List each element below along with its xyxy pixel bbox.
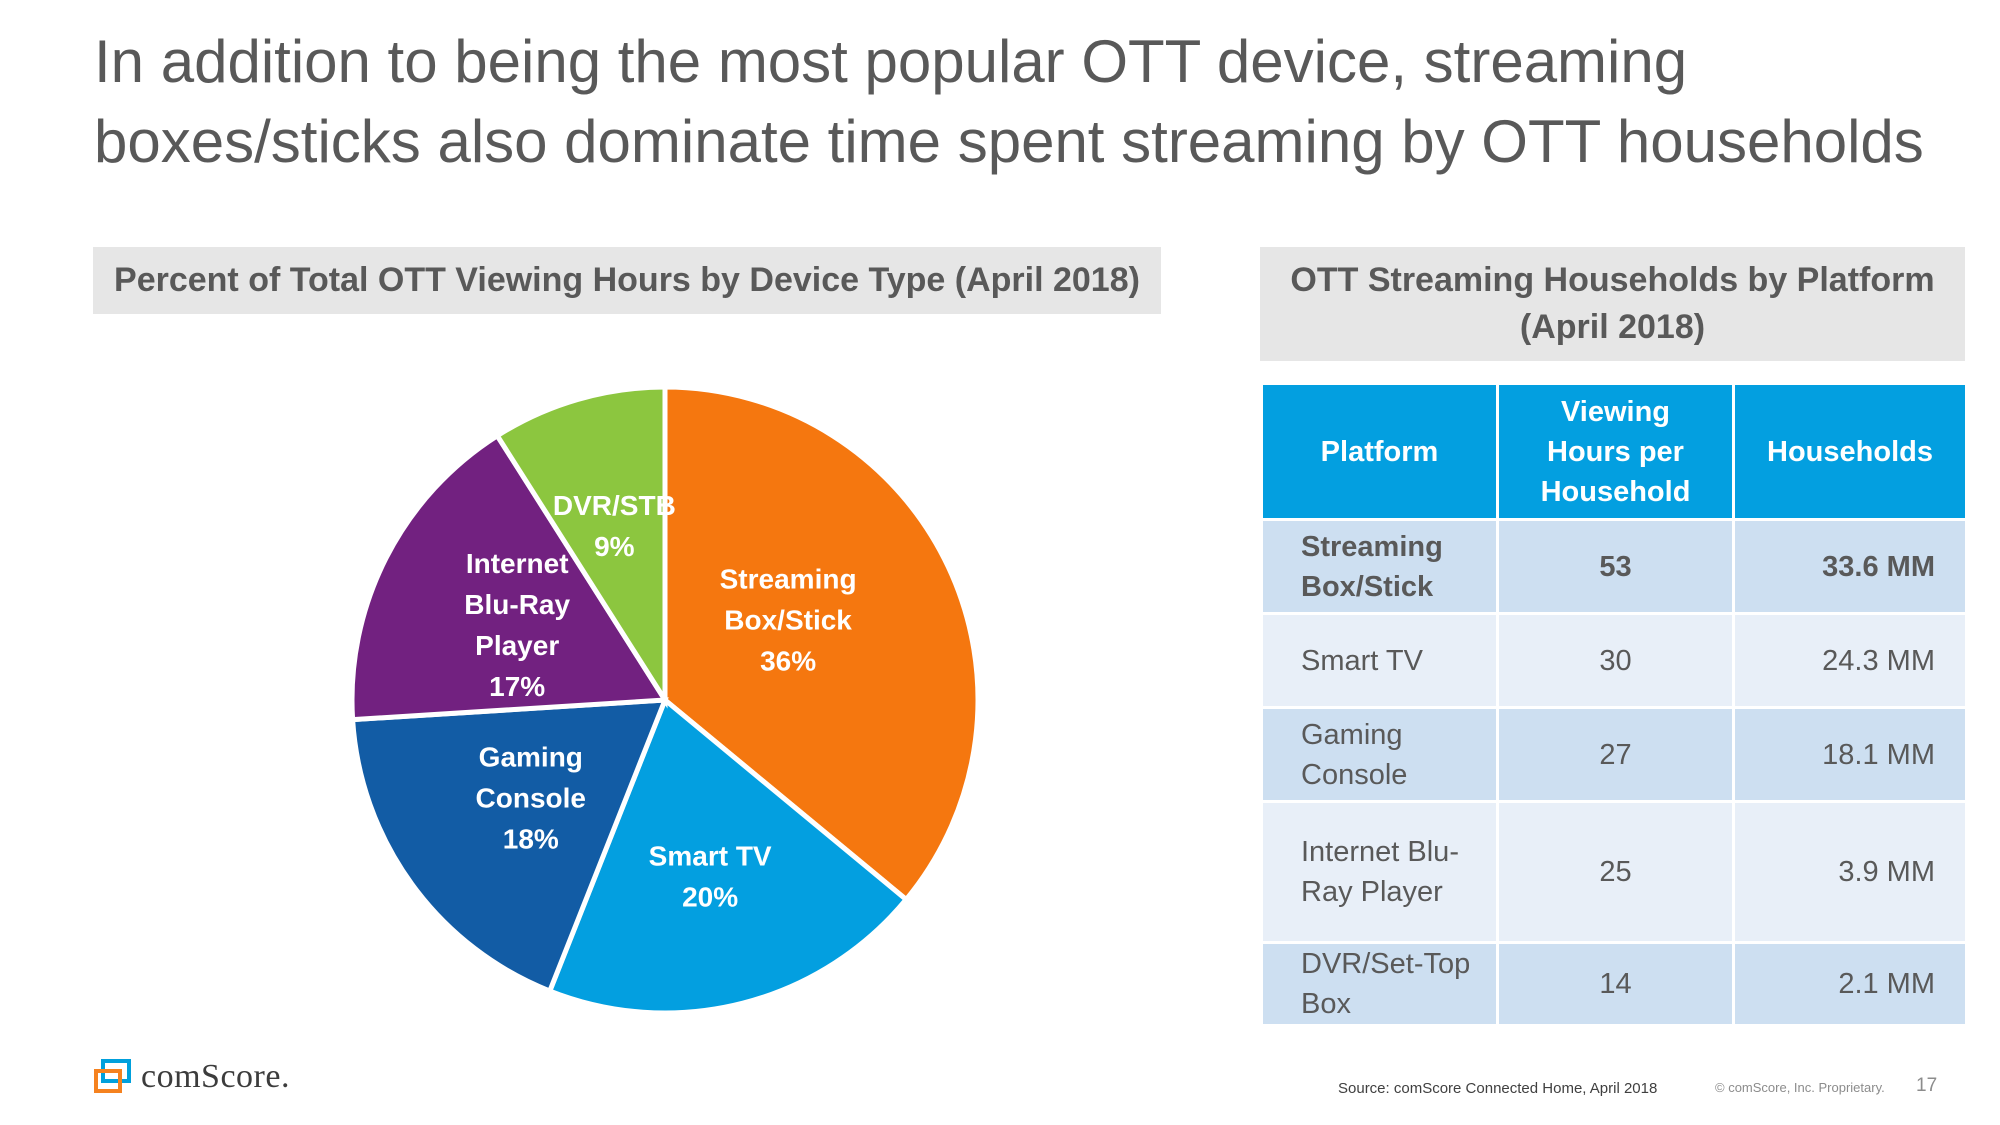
platform-cell: DVR/Set-Top Box bbox=[1260, 941, 1499, 1027]
households-cell: 3.9 MM bbox=[1732, 800, 1968, 944]
pie-slice-smart-tv bbox=[546, 695, 910, 1016]
slide-title-line-2: boxes/sticks also dominate time spent st… bbox=[94, 108, 1924, 175]
column-header-hours: Viewing Hours per Household bbox=[1496, 382, 1735, 521]
platform-line-1: Smart TV bbox=[1301, 644, 1423, 677]
platform-line-2: Console bbox=[1301, 758, 1408, 791]
hours-cell: 14 bbox=[1496, 941, 1735, 1027]
comscore-logo-icon bbox=[94, 1059, 131, 1093]
pie-slice-internet-blu-ray-player bbox=[349, 432, 670, 723]
column-header-hours-line-2: Hours per bbox=[1547, 435, 1684, 468]
platform-cell: Smart TV bbox=[1260, 612, 1499, 709]
pie-label-line: Internet bbox=[466, 548, 569, 579]
pie-label-smart-tv: Smart TV 20% bbox=[649, 840, 772, 912]
table-row: Gaming Console 27 18.1 MM bbox=[1260, 706, 1968, 803]
pie-label-line: Gaming bbox=[479, 742, 583, 773]
pie-slice-gaming-console bbox=[349, 697, 669, 995]
table-header: OTT Streaming Households by Platform (Ap… bbox=[1260, 247, 1965, 361]
hours-cell: 25 bbox=[1496, 800, 1735, 944]
column-header-platform: Platform bbox=[1260, 382, 1499, 521]
slide-title-line-1: In addition to being the most popular OT… bbox=[94, 28, 1688, 95]
households-cell: 33.6 MM bbox=[1732, 518, 1968, 615]
pie-chart-title: Percent of Total OTT Viewing Hours by De… bbox=[114, 261, 1140, 299]
households-cell: 18.1 MM bbox=[1732, 706, 1968, 803]
pie-label-line: Blu-Ray bbox=[464, 589, 570, 620]
platform-line-1: Streaming bbox=[1301, 530, 1443, 563]
pie-label-internet-blu-ray-player: Internet Blu-Ray Player 17% bbox=[464, 548, 570, 702]
column-header-hours-line-3: Household bbox=[1540, 475, 1691, 508]
page-number: 17 bbox=[1916, 1075, 1938, 1096]
column-header-households: Households bbox=[1732, 382, 1968, 521]
column-header-hours-line-1: Viewing bbox=[1560, 395, 1671, 428]
pie-label-gaming-console: Gaming Console 18% bbox=[476, 742, 586, 855]
slide-title: In addition to being the most popular OT… bbox=[94, 22, 1974, 182]
pie-label-line: 17% bbox=[489, 671, 545, 702]
platform-line-2: Box/Stick bbox=[1301, 570, 1434, 603]
comscore-logo-text: comScore. bbox=[141, 1058, 290, 1095]
platform-cell: Internet Blu- Ray Player bbox=[1260, 800, 1499, 944]
pie-label-line: Console bbox=[476, 783, 586, 814]
pie-slices bbox=[349, 384, 981, 1016]
platform-line-2: Ray Player bbox=[1301, 876, 1443, 908]
platform-line-1: DVR/Set-Top bbox=[1301, 948, 1471, 980]
pie-label-line: 9% bbox=[594, 531, 635, 562]
table-title-line-1: OTT Streaming Households by Platform bbox=[1290, 261, 1935, 299]
pie-label-line: Box/Stick bbox=[724, 604, 852, 635]
pie-label-streaming-box-stick: Streaming Box/Stick 36% bbox=[720, 563, 857, 676]
pie-chart-header: Percent of Total OTT Viewing Hours by De… bbox=[93, 247, 1161, 314]
pie-label-dvr-stb: DVR/STB 9% bbox=[553, 490, 676, 562]
pie-slice-streaming-box-stick bbox=[662, 384, 981, 904]
households-cell: 2.1 MM bbox=[1732, 941, 1968, 1027]
platform-line-1: Gaming bbox=[1301, 718, 1403, 751]
pie-label-line: Player bbox=[475, 630, 559, 661]
pie-labels: Streaming Box/Stick 36% Smart TV 20% Gaming Co… bbox=[464, 490, 856, 912]
pie-label-line: Streaming bbox=[720, 563, 857, 594]
pie-label-line: 20% bbox=[682, 881, 738, 912]
pie-label-line: Smart TV bbox=[649, 840, 772, 871]
copyright-note: © comScore, Inc. Proprietary. bbox=[1715, 1080, 1885, 1095]
pie-label-line: 36% bbox=[760, 645, 816, 676]
table-row: DVR/Set-Top Box 14 2.1 MM bbox=[1260, 941, 1968, 1027]
table-row: Streaming Box/Stick 53 33.6 MM bbox=[1260, 518, 1968, 615]
households-table: Platform Viewing Hours per Household Hou… bbox=[1260, 382, 1968, 1027]
table-header-row: Platform Viewing Hours per Household Hou… bbox=[1260, 382, 1968, 521]
pie-label-line: 18% bbox=[503, 824, 559, 855]
table-row: Internet Blu- Ray Player 25 3.9 MM bbox=[1260, 800, 1968, 944]
pie-slice-dvr-stb bbox=[493, 384, 668, 709]
hours-cell: 27 bbox=[1496, 706, 1735, 803]
device-type-pie-chart: Streaming Box/Stick 36% Smart TV 20% Gaming Co… bbox=[349, 384, 981, 1016]
platform-line-1: Internet Blu- bbox=[1301, 836, 1459, 868]
platform-line-2: Box bbox=[1301, 988, 1351, 1020]
hours-cell: 30 bbox=[1496, 612, 1735, 709]
source-note: Source: comScore Connected Home, April 2… bbox=[1338, 1080, 1658, 1097]
comscore-logo: comScore. bbox=[93, 1058, 290, 1096]
table-title-line-2: (April 2018) bbox=[1519, 308, 1706, 346]
pie-label-line: DVR/STB bbox=[553, 490, 676, 521]
platform-cell: Gaming Console bbox=[1260, 706, 1499, 803]
hours-cell: 53 bbox=[1496, 518, 1735, 615]
table-row: Smart TV 30 24.3 MM bbox=[1260, 612, 1968, 709]
households-cell: 24.3 MM bbox=[1732, 612, 1968, 709]
platform-cell: Streaming Box/Stick bbox=[1260, 518, 1499, 615]
